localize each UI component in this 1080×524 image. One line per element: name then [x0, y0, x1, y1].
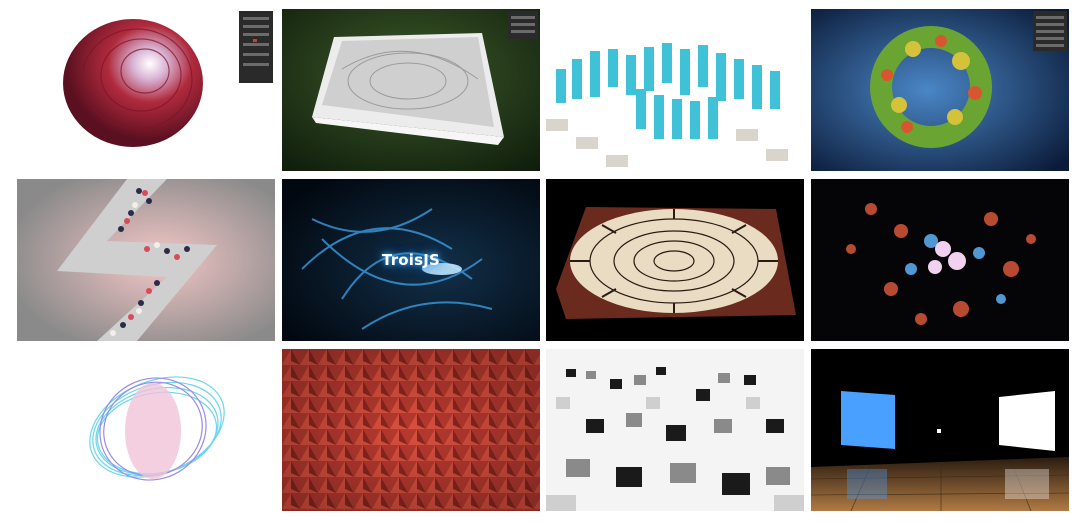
- tile-trois-trails[interactable]: TroisJS: [282, 179, 540, 341]
- grayscale-cubes-icon: [546, 349, 804, 511]
- glowing-polyhedra-icon: [811, 179, 1069, 341]
- tile-polyhedra[interactable]: [811, 179, 1069, 341]
- tile-mandala[interactable]: [546, 179, 804, 341]
- tile-cyan-blocks[interactable]: [546, 9, 804, 171]
- zigzag-ball-pit-icon: [17, 179, 275, 341]
- tile-light-panels[interactable]: [811, 349, 1069, 511]
- fabric-on-grass-icon: [282, 9, 540, 171]
- tile-zigzag-balls[interactable]: [17, 179, 275, 341]
- cyan-block-spiral-icon: [546, 9, 804, 171]
- mandala-cloth-icon: [546, 179, 804, 341]
- brand-title: TroisJS: [381, 251, 441, 269]
- tile-wire-ribbon[interactable]: [17, 349, 275, 511]
- tile-gray-cubes[interactable]: [546, 349, 804, 511]
- green-red-cluster-icon: [811, 9, 1069, 171]
- wire-ribbon-icon: [17, 349, 275, 511]
- tile-green-cluster[interactable]: [811, 9, 1069, 171]
- tile-fabric-grass[interactable]: [282, 9, 540, 171]
- tile-red-cubes[interactable]: [282, 349, 540, 511]
- light-panels-room-icon: [811, 349, 1069, 511]
- red-cube-wall-icon: [282, 349, 540, 511]
- tile-red-sphere[interactable]: [17, 9, 275, 171]
- red-petal-sphere-icon: [17, 9, 275, 171]
- glowing-trails-icon: [282, 179, 540, 341]
